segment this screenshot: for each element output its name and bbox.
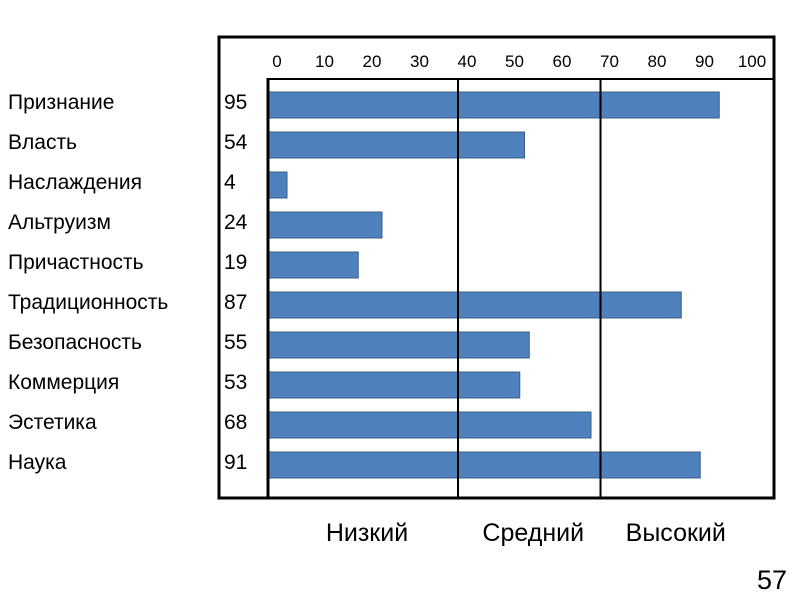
bar	[267, 211, 383, 239]
value-labels: 95 54 4 24 19 87 55 53 68 91	[224, 91, 248, 474]
bars	[267, 91, 720, 479]
zone-label: Средний	[482, 519, 584, 547]
x-tick-label: 80	[648, 52, 667, 71]
value-label: 87	[224, 291, 247, 314]
x-tick-label: 100	[738, 52, 766, 71]
category-label: Традиционность	[8, 291, 168, 314]
x-tick-label: 50	[505, 52, 524, 71]
x-tick-label: 0	[272, 52, 281, 71]
bar	[267, 371, 521, 399]
zone-label: Высокий	[626, 519, 726, 547]
category-labels: Признание Власть Наслаждения Альтруизм Прича…	[8, 91, 168, 474]
category-label: Коммерция	[8, 371, 119, 394]
value-label: 68	[224, 411, 247, 434]
category-label: Наука	[8, 451, 67, 474]
category-label: Власть	[8, 131, 77, 154]
bar	[267, 291, 682, 319]
value-label: 19	[224, 251, 247, 274]
x-axis-ticks: 0 10 20 30 40 50 60 70 80 90 100	[272, 52, 766, 71]
bar	[267, 331, 530, 359]
x-tick-label: 60	[553, 52, 572, 71]
category-label: Альтруизм	[8, 211, 111, 234]
x-tick-label: 20	[363, 52, 382, 71]
value-label: 24	[224, 211, 248, 234]
x-tick-label: 10	[315, 52, 334, 71]
value-label: 4	[224, 171, 236, 194]
threshold-lines	[457, 79, 602, 498]
chart-frame	[217, 35, 776, 500]
value-label: 55	[224, 331, 247, 354]
bar	[267, 171, 288, 199]
category-label: Признание	[8, 91, 114, 114]
value-label: 53	[224, 371, 247, 394]
bar	[267, 451, 701, 479]
value-label: 91	[224, 451, 247, 474]
zone-label: Низкий	[326, 519, 408, 547]
page-number: 57	[757, 565, 787, 595]
x-tick-label: 40	[458, 52, 477, 71]
category-label: Эстетика	[8, 411, 97, 434]
bar	[267, 411, 592, 439]
category-label: Причастность	[8, 251, 144, 274]
zone-labels: Низкий Средний Высокий	[326, 519, 726, 547]
bar	[267, 251, 359, 279]
x-tick-label: 70	[600, 52, 619, 71]
category-label: Наслаждения	[8, 171, 142, 194]
x-tick-label: 90	[695, 52, 714, 71]
x-tick-label: 30	[410, 52, 429, 71]
category-label: Безопасность	[8, 331, 142, 354]
value-label: 95	[224, 91, 247, 114]
bar	[267, 131, 525, 159]
bar	[267, 91, 720, 119]
value-label: 54	[224, 131, 248, 154]
